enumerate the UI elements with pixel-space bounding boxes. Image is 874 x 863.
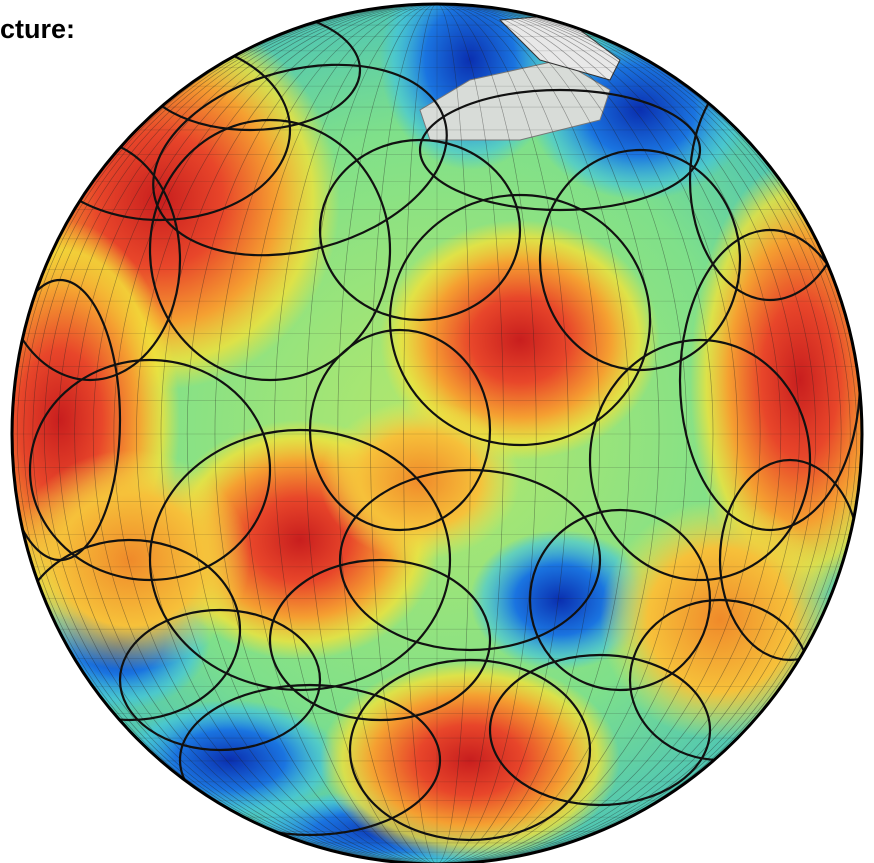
- warm-region: [600, 500, 840, 740]
- page: cture:: [0, 0, 874, 863]
- caption: cture:: [0, 14, 75, 45]
- sphere-figure: [0, 0, 874, 863]
- hot-region: [320, 660, 620, 860]
- warm-region: [10, 450, 250, 670]
